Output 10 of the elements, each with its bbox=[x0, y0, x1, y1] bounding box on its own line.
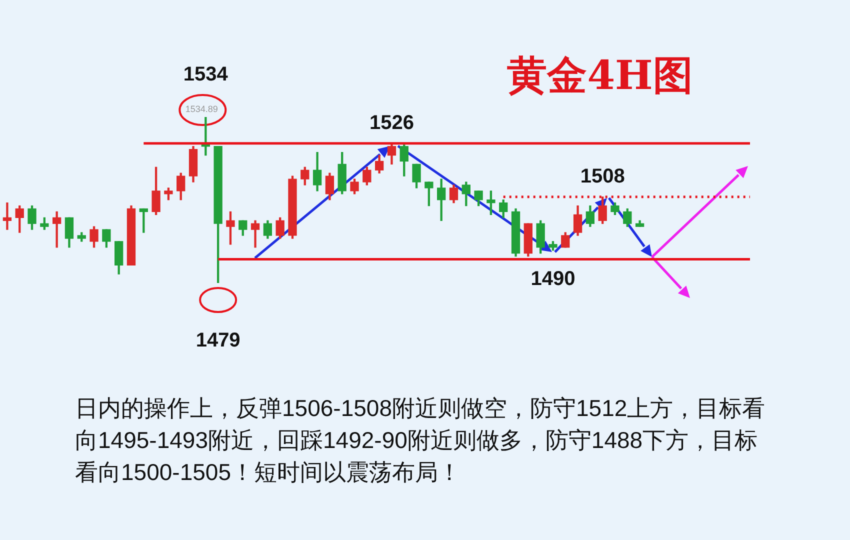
annotation: 1479 bbox=[196, 330, 240, 352]
candlestick bbox=[2, 202, 12, 230]
text: 日内的操作上，反弹1506-1508附近则做空，防守1512上方，目标看向1495-1493附近，回踩1492-90附近则做多，防守1488下方，目标看向1500-1505！短时间以震荡布局！ bbox=[75, 394, 766, 487]
annotation: 1534.89 bbox=[185, 104, 218, 114]
chart-title: 黄金4H图 bbox=[506, 51, 694, 101]
annotation: 1526 bbox=[369, 112, 414, 134]
annotation: 1508 bbox=[580, 165, 625, 188]
annotation: 1534 bbox=[183, 64, 229, 86]
candlestick bbox=[52, 211, 62, 248]
annotation: 1490 bbox=[530, 268, 576, 290]
